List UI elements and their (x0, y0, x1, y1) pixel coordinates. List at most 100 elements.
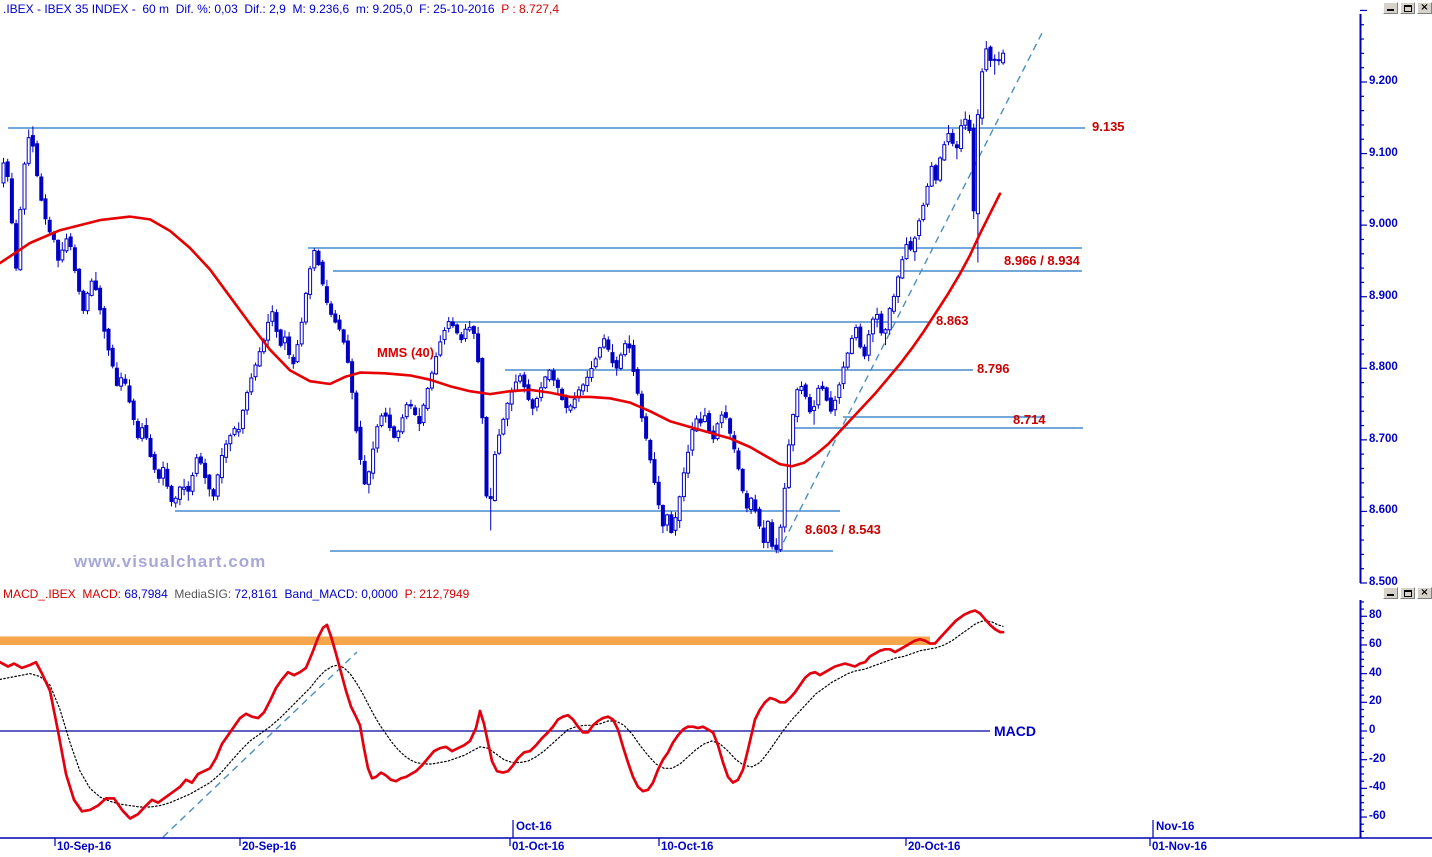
candle-body-down (135, 421, 140, 439)
candle-body-down (996, 59, 1001, 62)
minimize-button[interactable] (1383, 587, 1398, 599)
macd-axis-label: -20 (1369, 752, 1386, 765)
candle-body-up (245, 392, 250, 411)
minimize-icon (1387, 9, 1394, 11)
price-axis-label: 8.700 (1369, 432, 1398, 445)
candle-body-down (761, 527, 766, 543)
candle-body-down (114, 367, 119, 386)
candle-body-up (249, 377, 254, 393)
price-axis-label: 8.600 (1369, 504, 1398, 517)
candle-body-up (396, 430, 401, 439)
close-button[interactable]: × (1417, 587, 1432, 599)
candle-body-up (434, 356, 439, 375)
candle-body-up (22, 163, 27, 210)
date-label: 01-Nov-16 (1152, 841, 1207, 853)
candle-body-down (648, 440, 653, 461)
candle-body-up (518, 375, 523, 382)
candle-body-up (509, 391, 514, 405)
candle-body-down (39, 176, 44, 201)
candle-body-down (14, 223, 19, 269)
date-label: 10-Oct-16 (661, 841, 714, 853)
candle-body-up (816, 387, 821, 406)
macd-axis-label: 80 (1369, 609, 1382, 622)
candle-body-up (177, 486, 182, 500)
candle-body-down (169, 485, 174, 502)
candle-body-up (623, 343, 628, 356)
candle-body-up (404, 404, 409, 418)
candle-body-up (841, 366, 846, 385)
candle-body-down (354, 392, 359, 432)
month-label: Nov-16 (1156, 821, 1195, 833)
candle-body-down (627, 343, 632, 349)
price-axis-label: 9.200 (1369, 75, 1398, 87)
candle-body-up (182, 486, 187, 490)
candle-body-up (904, 244, 909, 260)
candle-body-down (862, 346, 867, 357)
candle-body-down (43, 198, 48, 220)
candle-body-up (593, 358, 598, 368)
candle-body-up (715, 423, 720, 440)
candle-body-down (656, 481, 661, 506)
candle-body-up (581, 384, 586, 392)
candle-body-down (156, 469, 161, 479)
macd-title-segment: MACD_.IBEX MACD: (3, 587, 125, 601)
level-label: 9.135 (1092, 119, 1125, 134)
candle-body-down (345, 340, 350, 363)
candle-body-up (371, 448, 376, 474)
minimize-button[interactable] (1383, 2, 1398, 14)
candle-body-down (879, 313, 884, 334)
macd-title-segment: Band_MACD: 0,0000 (277, 587, 398, 601)
candle-body-up (140, 427, 145, 439)
macd-trendline (162, 651, 358, 838)
candle-body-down (488, 496, 493, 500)
candle-body-down (9, 178, 14, 224)
candle-body-down (110, 347, 115, 367)
candle-body-up (690, 429, 695, 451)
candle-body-up (303, 292, 308, 323)
candle-body-up (812, 406, 817, 412)
candle-body-down (152, 454, 157, 470)
candle-body-down (387, 414, 392, 429)
macd-title-segment: 68,7984 (124, 587, 168, 601)
candle-body-up (891, 295, 896, 312)
candle-body-down (81, 290, 86, 311)
candle-body-up (854, 327, 859, 339)
date-label: 20-Sep-16 (242, 841, 297, 853)
maximize-button[interactable] (1400, 587, 1415, 599)
candle-body-up (1001, 52, 1006, 64)
candle-body-down (98, 287, 103, 311)
candle-body-up (980, 71, 985, 119)
candle-body-up (190, 475, 195, 492)
maximize-button[interactable] (1400, 2, 1415, 14)
candle-body-down (644, 416, 649, 439)
close-icon: × (1420, 587, 1429, 598)
candle-body-down (908, 241, 913, 250)
candle-body-up (497, 434, 502, 454)
macd-panel-title: MACD_.IBEX MACD: 68,7984 MediaSIG: 72,81… (3, 587, 469, 601)
candle-body-down (757, 508, 762, 527)
candle-body-down (329, 303, 334, 315)
candle-body-down (324, 286, 329, 303)
date-label: 10-Sep-16 (57, 841, 112, 853)
price-axis-label: 8.900 (1369, 289, 1398, 302)
candle-body-down (362, 460, 367, 485)
candle-body-down (127, 385, 132, 403)
close-button[interactable]: × (1417, 2, 1432, 14)
candle-body-down (555, 379, 560, 388)
level-label: 8.966 / 8.934 (1004, 253, 1080, 268)
candle-body-down (480, 358, 485, 419)
candle-body-down (320, 261, 325, 285)
maximize-icon (1403, 590, 1412, 597)
candle-body-down (211, 489, 216, 497)
level-label: 8.863 (936, 313, 969, 328)
candle-body-up (984, 48, 989, 71)
candle-body-up (799, 386, 804, 391)
candle-body-down (606, 339, 611, 350)
macd-axis-label: -60 (1369, 810, 1386, 823)
candle-body-down (35, 143, 40, 177)
price-panel-title: .IBEX - IBEX 35 INDEX - 60 m Dif. %: 0,0… (3, 2, 559, 16)
candle-body-up (883, 329, 888, 334)
candle-body-down (698, 418, 703, 424)
